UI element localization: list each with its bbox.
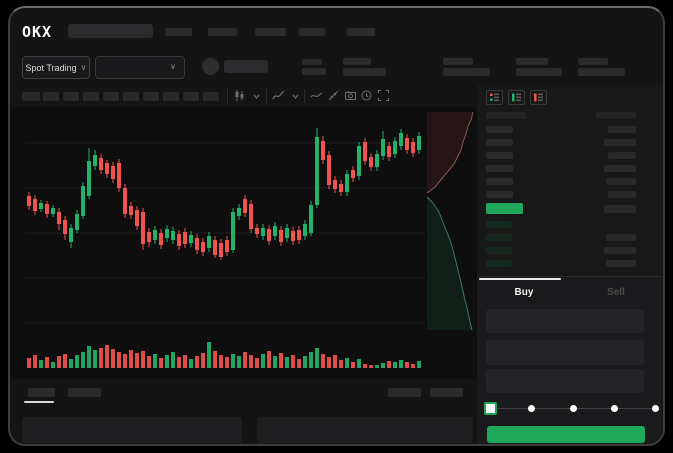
orderbook-price-header-skeleton [486, 112, 526, 119]
tab-divider [478, 276, 662, 277]
timeframe-pill-2[interactable] [43, 92, 59, 101]
stat2-label-skeleton [443, 58, 473, 65]
buy-submit-button[interactable] [487, 426, 645, 443]
chevron-down-icon[interactable] [291, 92, 304, 105]
bottom-tab-active[interactable] [28, 388, 55, 397]
stat3-value-skeleton [516, 68, 562, 76]
nav-item-3[interactable] [255, 28, 286, 36]
price-input[interactable] [486, 309, 644, 333]
chart-type-icon[interactable] [233, 89, 246, 102]
amount-slider-handle[interactable] [484, 402, 497, 415]
okx-logo: OKX [22, 23, 53, 41]
last-price-amount [604, 205, 636, 213]
bid-row-amount [604, 247, 636, 254]
buy-tab-indicator [479, 278, 561, 280]
ask-row-amount [604, 139, 636, 146]
timeframe-pill-10[interactable] [203, 92, 219, 101]
market-type-label: Spot Trading [25, 62, 77, 73]
nav-item-2[interactable] [208, 28, 237, 36]
stat1-value-skeleton [343, 68, 386, 76]
last-price-value-skeleton [302, 68, 326, 75]
timeframe-pill-8[interactable] [163, 92, 179, 101]
orderbook-view-all-icon[interactable] [486, 90, 503, 105]
ask-row-amount [606, 178, 636, 185]
ask-row-price[interactable] [486, 139, 513, 146]
ask-row-price[interactable] [486, 126, 513, 133]
line-tool-icon[interactable] [310, 89, 323, 102]
slider-step-100[interactable] [652, 405, 659, 412]
volume-chart [27, 342, 421, 368]
chart-background [10, 107, 477, 379]
ask-row-amount [608, 152, 636, 159]
orderbook-view-asks-icon[interactable] [530, 90, 547, 105]
bottom-tab-2[interactable] [68, 388, 101, 397]
ask-row-amount [604, 165, 636, 172]
amount-input[interactable] [486, 340, 644, 365]
toolbar-divider [304, 89, 305, 103]
ask-row-price[interactable] [486, 178, 513, 185]
history-clock-icon[interactable] [360, 89, 373, 102]
search-bar[interactable] [68, 24, 153, 38]
nav-item-4[interactable] [299, 28, 325, 36]
timeframe-pill-6[interactable] [123, 92, 139, 101]
pair-name-skeleton [224, 60, 268, 73]
ask-row-price[interactable] [486, 152, 513, 159]
camera-icon[interactable] [344, 89, 357, 102]
stat4-value-skeleton [578, 68, 625, 76]
chevron-down-icon[interactable] [252, 92, 265, 105]
chevron-down-icon: ∨ [170, 62, 176, 71]
bid-row-price[interactable] [486, 234, 512, 241]
ask-row-price[interactable] [486, 165, 513, 172]
indicators-icon[interactable] [272, 89, 285, 102]
total-input[interactable] [486, 369, 644, 393]
bottom-action-2[interactable] [430, 388, 463, 397]
nav-item-5[interactable] [347, 28, 375, 36]
fullscreen-icon[interactable] [377, 89, 390, 102]
measure-ruler-icon[interactable] [327, 89, 340, 102]
bottom-tab-indicator [24, 401, 54, 403]
slider-step-75[interactable] [611, 405, 618, 412]
last-price-label-skeleton [302, 59, 322, 65]
buy-tab-label: Buy [514, 286, 534, 298]
slider-step-50[interactable] [570, 405, 577, 412]
bid-row-price[interactable] [486, 247, 512, 254]
stat2-value-skeleton [443, 68, 490, 76]
market-type-selector[interactable]: Spot Trading ∨ [22, 56, 90, 79]
timeframe-pill-7[interactable] [143, 92, 159, 101]
ask-row-amount [608, 126, 636, 133]
timeframe-pill-5[interactable] [103, 92, 119, 101]
toolbar-divider [266, 89, 267, 103]
bottom-panel-right [257, 417, 473, 443]
stat4-label-skeleton [578, 58, 608, 65]
stat1-label-skeleton [343, 58, 371, 65]
bottom-action-1[interactable] [388, 388, 421, 397]
bid-row-price[interactable] [486, 260, 512, 267]
ask-row-price[interactable] [486, 191, 513, 198]
depth-chart[interactable] [427, 112, 477, 331]
stat3-label-skeleton [516, 58, 548, 65]
bid-row-amount [606, 260, 636, 267]
coin-avatar [202, 58, 219, 75]
orderbook-amount-header-skeleton [596, 112, 636, 119]
orderbook-view-bids-icon[interactable] [508, 90, 525, 105]
ask-row-amount [608, 191, 636, 198]
bid-row-price[interactable] [486, 221, 512, 228]
nav-item-1[interactable] [165, 28, 192, 36]
sell-tab-label: Sell [607, 286, 625, 298]
last-price-highlight[interactable] [486, 203, 523, 214]
timeframe-pill-3[interactable] [63, 92, 79, 101]
bottom-panel-left [22, 417, 242, 443]
chevron-down-icon: ∨ [80, 62, 87, 72]
toolbar-divider [227, 89, 228, 103]
tab-buy[interactable]: Buy [478, 284, 570, 300]
pair-selector[interactable]: ∨ [95, 56, 185, 79]
candlestick-chart[interactable] [25, 112, 425, 334]
timeframe-pill-1[interactable] [22, 92, 40, 101]
bid-row-amount [606, 234, 636, 241]
timeframe-pill-9[interactable] [183, 92, 199, 101]
tab-sell[interactable]: Sell [570, 284, 662, 300]
slider-step-25[interactable] [528, 405, 535, 412]
timeframe-pill-4[interactable] [83, 92, 99, 101]
